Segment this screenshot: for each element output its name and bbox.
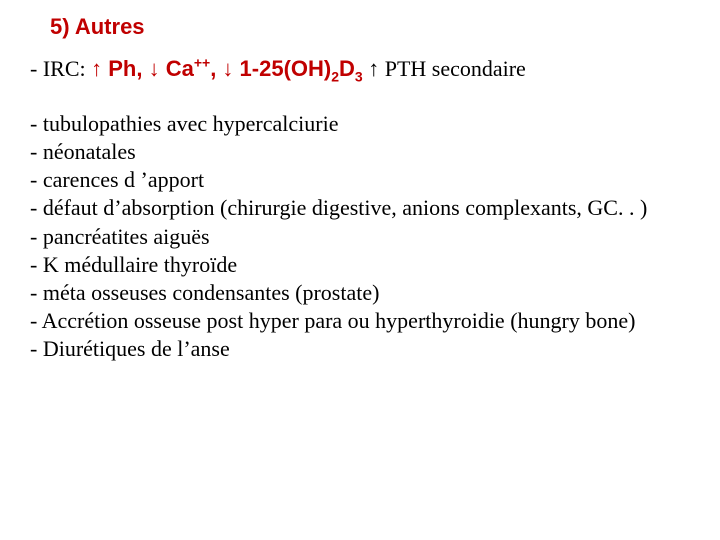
list-item: - Diurétiques de l’anse [30, 335, 720, 363]
list-item: - méta osseuses condensantes (prostate) [30, 279, 720, 307]
irc-125oh-a: 1-25(OH) [233, 56, 331, 81]
list-item: - K médullaire thyroïde [30, 251, 720, 279]
down-arrow-icon: ↓ [222, 56, 233, 81]
irc-ca-after: , [210, 56, 222, 81]
down-arrow-icon: ↓ [149, 56, 160, 81]
irc-line: - IRC: ↑ Ph, ↓ Ca++, ↓ 1-25(OH)2D3 ↑ PTH… [30, 56, 720, 82]
list-item: - Accrétion osseuse post hyper para ou h… [30, 307, 720, 335]
up-arrow-icon: ↑ [368, 56, 379, 81]
list-item: - pancréatites aiguës [30, 223, 720, 251]
section-heading: 5) Autres [50, 14, 720, 40]
slide: 5) Autres - IRC: ↑ Ph, ↓ Ca++, ↓ 1-25(OH… [0, 0, 720, 540]
up-arrow-icon: ↑ [91, 56, 102, 81]
irc-ca-super: ++ [194, 55, 210, 71]
list-item: - carences d ’apport [30, 166, 720, 194]
list-item: - défaut d’absorption (chirurgie digesti… [30, 194, 720, 222]
list-item: - néonatales [30, 138, 720, 166]
irc-pth: PTH secondaire [379, 56, 526, 81]
list-item: - tubulopathies avec hypercalciurie [30, 110, 720, 138]
irc-ph: Ph, [102, 56, 148, 81]
irc-sub-2: 2 [331, 68, 339, 84]
irc-125oh-b: D [339, 56, 355, 81]
irc-ca: Ca [160, 56, 194, 81]
irc-prefix: - IRC: [30, 56, 91, 81]
bullet-list: - tubulopathies avec hypercalciurie - né… [30, 110, 720, 363]
irc-sub-3: 3 [355, 68, 363, 84]
